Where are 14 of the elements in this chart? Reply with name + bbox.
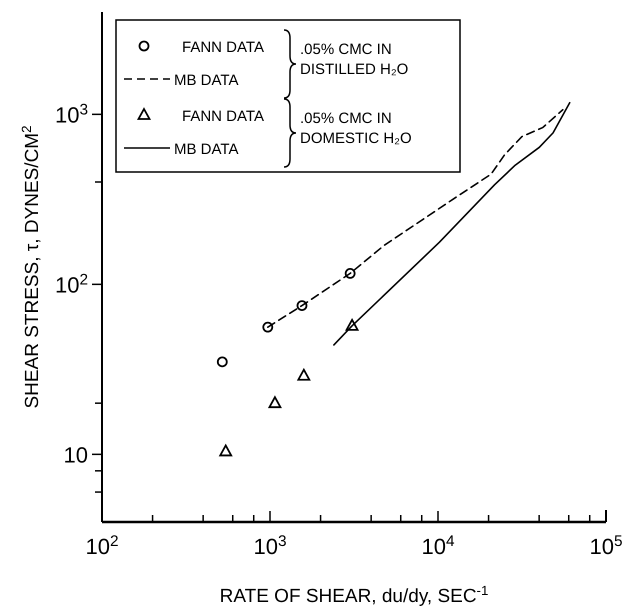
- y-tick-label: 10$^{3}$: [54, 100, 88, 128]
- x-tick-label: 10$^{5}$: [589, 532, 623, 559]
- legend-label: FANN DATA: [182, 108, 264, 125]
- legend-label: FANN DATA: [182, 39, 264, 56]
- annotation: .05% CMC IN DOMESTIC H₂O: [300, 110, 412, 147]
- x-tick-label: 10$^{4}$: [421, 532, 455, 559]
- x-axis-title: RATE OF SHEAR, du/dy, SEC$^{-1}$: [220, 582, 488, 607]
- legend-label: MB DATA: [174, 141, 238, 158]
- y-tick-label: 10$^{2}$: [54, 270, 88, 298]
- x-tick-label: 10$^{2}$: [85, 532, 119, 559]
- annotation: .05% CMC IN DISTILLED H₂O: [300, 41, 408, 78]
- x-tick-label: 10$^{3}$: [253, 532, 287, 559]
- legend-label: MB DATA: [174, 72, 238, 89]
- y-tick-label: 10: [64, 442, 88, 468]
